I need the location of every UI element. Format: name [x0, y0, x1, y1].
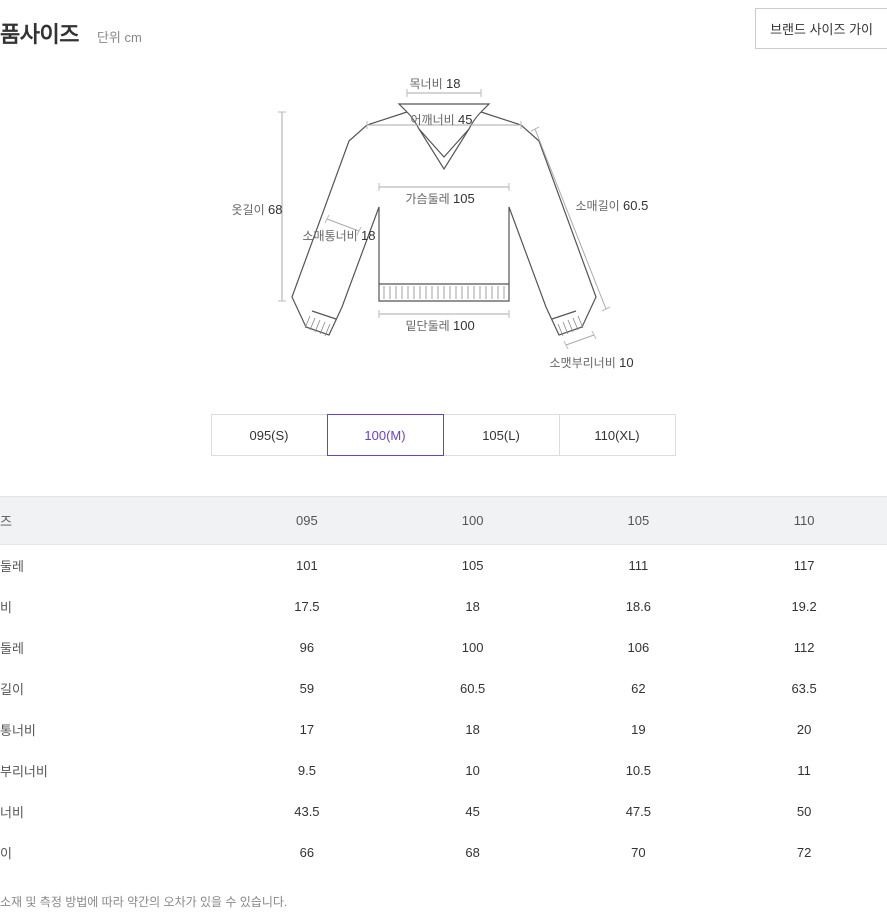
label-cuff-width: 소맷부리너비 10	[550, 354, 634, 371]
size-table-body: 둘레101105111117비17.51818.619.2둘레961001061…	[0, 545, 887, 874]
table-cell: 이	[0, 832, 224, 873]
table-cell: 101	[224, 545, 390, 587]
table-row: 통너비17181920	[0, 709, 887, 750]
diagram-container: 목너비 18 어깨너비 45 가슴둘레 105 소매길이 60.5 옷길이 68…	[0, 49, 887, 414]
table-header-cell: 095	[224, 497, 390, 545]
size-tab[interactable]: 105(L)	[443, 414, 560, 456]
unit-label: 단위 cm	[97, 27, 142, 46]
size-table-header-row: 즈095100105110	[0, 497, 887, 545]
table-cell: 47.5	[556, 791, 722, 832]
table-row: 너비43.54547.550	[0, 791, 887, 832]
label-neck-width: 목너비 18	[410, 75, 461, 92]
brand-size-guide-button[interactable]: 브랜드 사이즈 가이	[755, 8, 887, 49]
table-row: 비17.51818.619.2	[0, 586, 887, 627]
table-cell: 10.5	[556, 750, 722, 791]
label-body-length: 옷길이 68	[232, 201, 283, 218]
table-cell: 통너비	[0, 709, 224, 750]
table-cell: 59	[224, 668, 390, 709]
table-row: 둘레96100106112	[0, 627, 887, 668]
table-cell: 20	[721, 709, 887, 750]
table-cell: 길이	[0, 668, 224, 709]
table-cell: 50	[721, 791, 887, 832]
size-table: 즈095100105110 둘레101105111117비17.51818.61…	[0, 496, 887, 873]
table-cell: 부리너비	[0, 750, 224, 791]
table-row: 길이5960.56263.5	[0, 668, 887, 709]
label-sleeve-length: 소매길이 60.5	[576, 197, 649, 214]
table-row: 부리너비9.51010.511	[0, 750, 887, 791]
table-cell: 60.5	[390, 668, 556, 709]
table-cell: 96	[224, 627, 390, 668]
table-header-cell: 즈	[0, 497, 224, 545]
table-cell: 19	[556, 709, 722, 750]
table-cell: 둘레	[0, 545, 224, 587]
table-cell: 70	[556, 832, 722, 873]
header: 품사이즈 단위 cm 브랜드 사이즈 가이	[0, 0, 887, 49]
table-row: 이66687072	[0, 832, 887, 873]
table-cell: 105	[390, 545, 556, 587]
size-tab[interactable]: 095(S)	[211, 414, 328, 456]
table-cell: 11	[721, 750, 887, 791]
table-header-cell: 110	[721, 497, 887, 545]
table-cell: 72	[721, 832, 887, 873]
table-cell: 18	[390, 586, 556, 627]
table-cell: 62	[556, 668, 722, 709]
table-cell: 18	[390, 709, 556, 750]
page-title: 품사이즈	[0, 17, 79, 49]
label-shoulder-width: 어깨너비 45	[411, 111, 473, 128]
table-cell: 17	[224, 709, 390, 750]
table-cell: 비	[0, 586, 224, 627]
table-cell: 68	[390, 832, 556, 873]
table-header-cell: 100	[390, 497, 556, 545]
table-cell: 19.2	[721, 586, 887, 627]
table-cell: 100	[390, 627, 556, 668]
table-header-cell: 105	[556, 497, 722, 545]
table-cell: 66	[224, 832, 390, 873]
table-cell: 너비	[0, 791, 224, 832]
label-chest: 가슴둘레 105	[406, 190, 475, 207]
header-left: 품사이즈 단위 cm	[0, 17, 142, 49]
table-cell: 63.5	[721, 668, 887, 709]
label-sleeve-width: 소매통너비 18	[303, 227, 376, 244]
size-tab[interactable]: 110(XL)	[559, 414, 676, 456]
table-row: 둘레101105111117	[0, 545, 887, 587]
size-table-container: 즈095100105110 둘레101105111117비17.51818.61…	[0, 496, 887, 873]
table-cell: 43.5	[224, 791, 390, 832]
table-cell: 17.5	[224, 586, 390, 627]
table-cell: 112	[721, 627, 887, 668]
label-hem: 밑단둘레 100	[406, 317, 475, 334]
table-cell: 10	[390, 750, 556, 791]
size-tab[interactable]: 100(M)	[327, 414, 444, 456]
garment-diagram: 목너비 18 어깨너비 45 가슴둘레 105 소매길이 60.5 옷길이 68…	[214, 79, 674, 389]
table-cell: 111	[556, 545, 722, 587]
table-cell: 45	[390, 791, 556, 832]
size-tabs: 095(S)100(M)105(L)110(XL)	[0, 414, 887, 456]
table-cell: 9.5	[224, 750, 390, 791]
table-cell: 둘레	[0, 627, 224, 668]
table-cell: 117	[721, 545, 887, 587]
table-cell: 18.6	[556, 586, 722, 627]
table-cell: 106	[556, 627, 722, 668]
footnote: 소재 및 측정 방법에 따라 약간의 오차가 있을 수 있습니다.	[0, 873, 887, 918]
